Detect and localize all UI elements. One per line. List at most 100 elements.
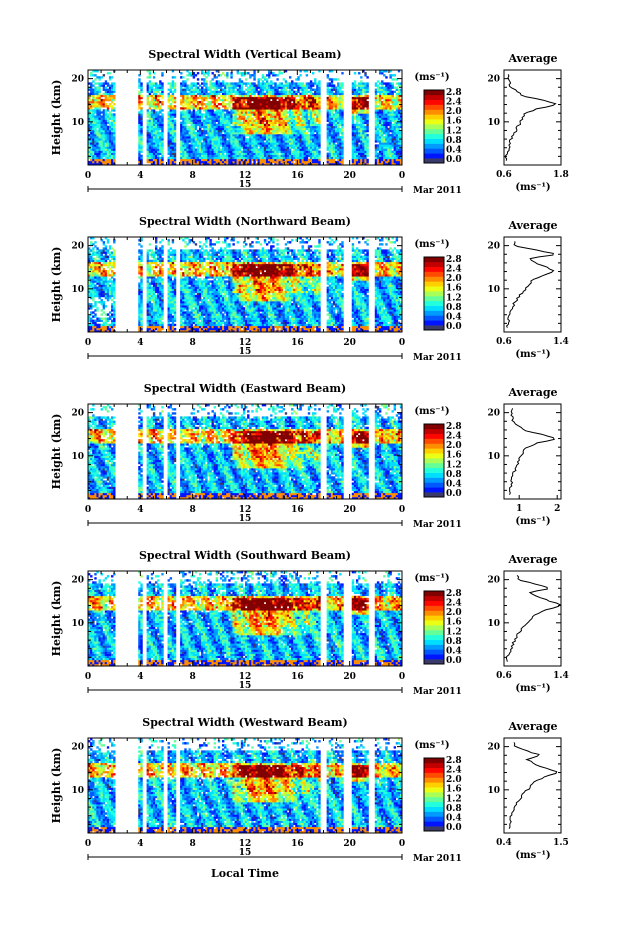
panel-title: Spectral Width (Northward Beam)	[139, 215, 351, 228]
colorbar-tick-label: 0.0	[446, 322, 462, 332]
x-tick-label: 12	[239, 839, 252, 849]
average-profile-line	[509, 408, 555, 495]
x-tick-label: 0	[85, 672, 91, 682]
x-tick-label: 8	[190, 338, 196, 348]
colorbar-unit: (ms⁻¹)	[414, 573, 449, 584]
average-x-label: (ms⁻¹)	[515, 182, 550, 193]
date-label: Mar 2011	[413, 520, 462, 530]
average-x-tick-label: 0.6	[496, 170, 512, 180]
x-tick-label: 0	[85, 839, 91, 849]
colorbar-tick-label: 0.8	[446, 136, 462, 146]
colorbar-unit: (ms⁻¹)	[414, 72, 449, 83]
average-title: Average	[507, 720, 557, 733]
colorbar-tick-label: 0.8	[446, 804, 462, 814]
x-axis-label: Local Time	[211, 867, 279, 880]
colorbar-tick-label: 2.4	[446, 432, 462, 442]
x-tick-label: 0	[399, 338, 405, 348]
heatmap-cells	[88, 70, 403, 166]
x-tick-label: 0	[399, 672, 405, 682]
average-frame	[503, 236, 562, 333]
average-x-tick-label: 1.8	[553, 170, 569, 180]
x-tick-label: 16	[291, 338, 304, 348]
average-frame	[503, 570, 562, 667]
x-ticks	[87, 738, 403, 833]
colorbar-tick-label: 2.0	[446, 775, 462, 785]
average-x-label: (ms⁻¹)	[515, 683, 550, 694]
y-tick-label: 10	[71, 452, 84, 462]
average-y-ticks	[504, 579, 561, 658]
y-tick-label: 20	[71, 75, 84, 85]
panel-5: Spectral Width (Westward Beam) 0 4 8 12 16 20 0…	[50, 716, 569, 864]
x-tick-label: 0	[399, 839, 405, 849]
x-tick-label: 0	[85, 338, 91, 348]
colorbar-tick-label: 0.4	[446, 312, 462, 322]
average-y-tick-label: 20	[487, 576, 500, 586]
colorbar-tick-label: 0.8	[446, 303, 462, 313]
x-tick-label: 20	[343, 505, 356, 515]
y-axis-label: Height (km)	[50, 247, 63, 323]
average-y-tick-label: 10	[487, 619, 500, 629]
colorbar-tick-label: 1.6	[446, 284, 462, 294]
average-x-tick-label: 2	[554, 504, 560, 514]
heatmap-cells	[88, 571, 403, 667]
colorbar-tick-label: 2.0	[446, 608, 462, 618]
x-tick-label: 0	[85, 505, 91, 515]
colorbar-unit: (ms⁻¹)	[414, 239, 449, 250]
y-tick-label: 20	[71, 743, 84, 753]
average-x-label: (ms⁻¹)	[515, 850, 550, 861]
date-label: Mar 2011	[413, 687, 462, 697]
colorbar-tick-label: 0.4	[446, 646, 462, 656]
average-y-ticks	[504, 746, 561, 825]
average-y-tick-label: 20	[487, 75, 500, 85]
y-axis-label: Height (km)	[50, 414, 63, 490]
colorbar	[423, 590, 445, 665]
heatmap-cells	[88, 738, 403, 834]
colorbar-unit: (ms⁻¹)	[414, 406, 449, 417]
average-x-tick-label: 1.4	[553, 337, 569, 347]
x-tick-label: 12	[239, 171, 252, 181]
y-axis-label: Height (km)	[50, 80, 63, 156]
average-y-tick-label: 10	[487, 118, 500, 128]
colorbar-tick-label: 2.4	[446, 98, 462, 108]
colorbar-tick-label: 0.8	[446, 637, 462, 647]
average-title: Average	[507, 219, 557, 232]
colorbar-tick-label: 0.8	[446, 470, 462, 480]
average-x-tick-label: 0.6	[496, 337, 512, 347]
x-tick-label: 8	[190, 505, 196, 515]
colorbar-tick-label: 0.0	[446, 656, 462, 666]
colorbar-tick-label: 2.8	[446, 589, 462, 599]
y-tick-label: 10	[71, 786, 84, 796]
average-frame	[503, 737, 562, 834]
x-tick-label: 8	[190, 839, 196, 849]
colorbar	[423, 256, 445, 331]
colorbar-tick-label: 1.2	[446, 627, 462, 637]
x-tick-label: 0	[399, 505, 405, 515]
colorbar-tick-label: 0.4	[446, 145, 462, 155]
day-label: 15	[239, 848, 252, 858]
average-x-tick-label: 0.6	[496, 671, 512, 681]
average-x-tick-label: 1.4	[553, 671, 569, 681]
average-x-tick-label: 1	[516, 504, 522, 514]
y-ticks	[88, 245, 402, 324]
average-y-ticks	[504, 412, 561, 491]
x-tick-label: 20	[343, 338, 356, 348]
x-tick-label: 4	[137, 505, 143, 515]
colorbar-tick-label: 2.0	[446, 107, 462, 117]
x-tick-label: 0	[399, 171, 405, 181]
average-y-ticks	[504, 78, 561, 157]
x-tick-label: 8	[190, 672, 196, 682]
y-tick-label: 20	[71, 242, 84, 252]
colorbar	[423, 423, 445, 498]
colorbar-tick-label: 0.4	[446, 479, 462, 489]
y-tick-label: 10	[71, 619, 84, 629]
x-tick-label: 20	[343, 839, 356, 849]
colorbar-tick-label: 2.4	[446, 766, 462, 776]
y-tick-label: 10	[71, 118, 84, 128]
colorbar-tick-label: 2.0	[446, 441, 462, 451]
colorbar	[423, 89, 445, 164]
colorbar-tick-label: 1.2	[446, 794, 462, 804]
colorbar-tick-label: 2.0	[446, 274, 462, 284]
x-tick-label: 4	[137, 672, 143, 682]
day-label: 15	[239, 514, 252, 524]
colorbar-unit: (ms⁻¹)	[414, 740, 449, 751]
